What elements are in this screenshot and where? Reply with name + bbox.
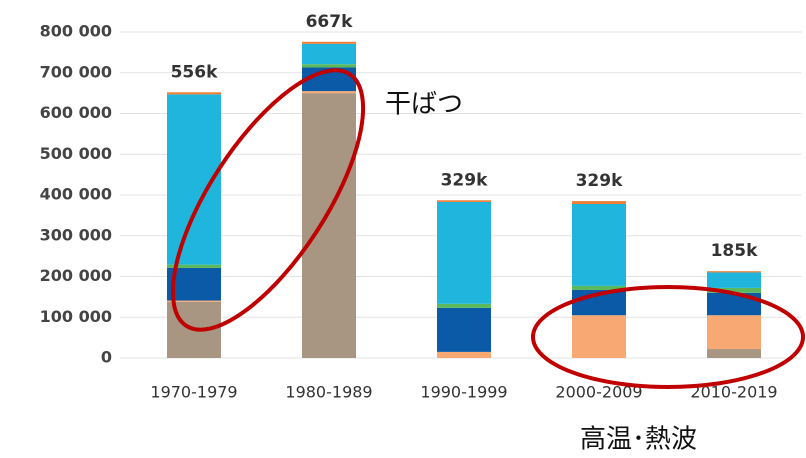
y-tick-label: 700 000 (40, 62, 112, 81)
y-tick-label: 200 000 (40, 266, 112, 285)
y-tick-label: 400 000 (40, 185, 112, 204)
x-tick-label: 2010-2019 (690, 383, 777, 402)
x-tick-label: 2000-2009 (555, 383, 642, 402)
bar-segment (302, 64, 356, 68)
y-tick-label: 0 (101, 348, 112, 367)
bar-label: 667k (306, 12, 353, 32)
bar-segment (302, 93, 356, 358)
bars: 556k 1970-1979 667k 1980-1989 329k 1990-1999 3… (150, 12, 777, 402)
bar-segment (437, 200, 491, 202)
bar-segment (572, 315, 626, 358)
grid: 0 100 000 200 000 300 000 400 000 500 000 600 … (40, 22, 802, 367)
bar-label: 185k (711, 241, 758, 261)
x-tick-label: 1970-1979 (150, 383, 237, 402)
bar-segment (707, 315, 761, 350)
y-tick-label: 100 000 (40, 307, 112, 326)
bar-segment (302, 91, 356, 94)
annotation: 干ばつ (385, 90, 463, 120)
y-tick-label: 600 000 (40, 103, 112, 122)
bar-segment (167, 92, 221, 95)
bar-segment (707, 349, 761, 358)
bar-segment (707, 271, 761, 273)
annotation: 高温･熱波 (580, 425, 697, 455)
y-tick-label: 500 000 (40, 144, 112, 163)
bar-segment (572, 285, 626, 290)
bar-segment (167, 264, 221, 268)
y-tick-label: 300 000 (40, 225, 112, 244)
bar-label: 329k (576, 171, 623, 191)
x-tick-label: 1990-1999 (420, 383, 507, 402)
y-tick-label: 800 000 (40, 22, 112, 41)
bar-label: 556k (171, 62, 218, 82)
bar-segment (572, 201, 626, 204)
bar-segment (572, 203, 626, 286)
bar-segment (437, 201, 491, 304)
bar-segment (707, 287, 761, 293)
highlight-ellipse (531, 285, 805, 389)
bar-segment (437, 351, 491, 358)
highlight-ellipse (170, 68, 366, 332)
bar-segment (167, 300, 221, 302)
bar-label: 329k (441, 170, 488, 190)
bar-segment (437, 303, 491, 308)
bar-segment (437, 307, 491, 352)
bar-segment (302, 41, 356, 44)
bar-segment (302, 43, 356, 65)
bar-segment (707, 272, 761, 288)
x-tick-label: 1980-1989 (285, 383, 372, 402)
